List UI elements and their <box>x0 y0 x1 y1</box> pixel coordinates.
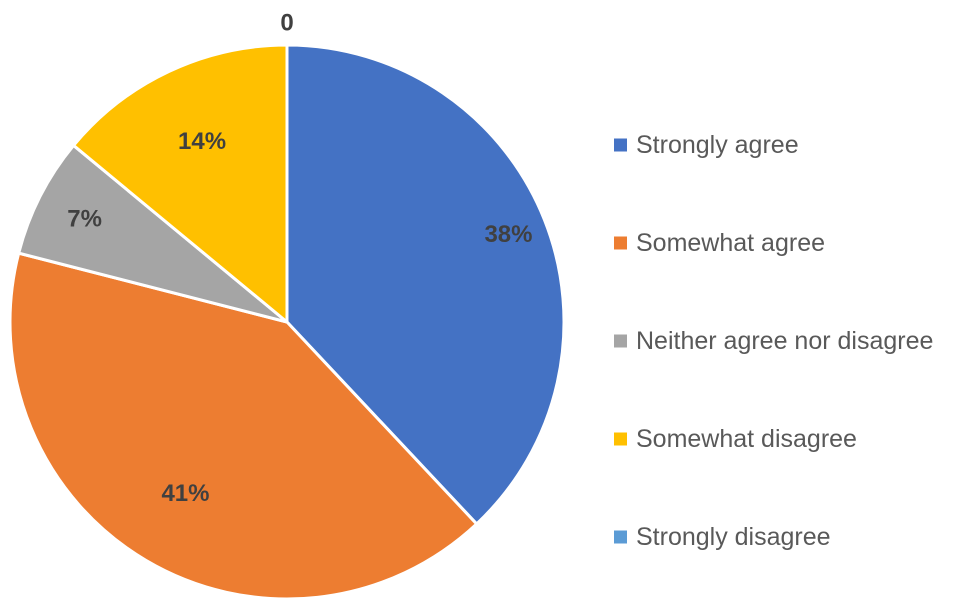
legend: Strongly agree Somewhat agree Neither agre… <box>614 131 933 551</box>
legend-label-strongly-agree: Strongly agree <box>636 131 799 159</box>
pie-slice-neither-agree-nor-disagree <box>17 143 289 324</box>
data-label-somewhat-disagree: 14% <box>178 128 226 155</box>
data-label-neither-agree-nor-disagree: 7% <box>67 205 102 232</box>
data-labels: 38% 41% 7% 14% 0 <box>67 9 532 507</box>
legend-swatch-neither-agree-nor-disagree <box>614 334 627 348</box>
pie-slices <box>8 43 566 599</box>
legend-label-strongly-disagree: Strongly disagree <box>636 523 831 551</box>
data-label-strongly-agree: 38% <box>484 221 532 248</box>
pie-slice-strongly-agree <box>285 43 566 526</box>
legend-swatch-strongly-disagree <box>614 530 627 544</box>
legend-swatch-somewhat-disagree <box>614 432 627 446</box>
pie-slice-somewhat-disagree <box>72 43 289 324</box>
data-label-strongly-disagree: 0 <box>280 9 293 36</box>
legend-label-somewhat-agree: Somewhat agree <box>636 229 825 257</box>
legend-label-neither-agree-nor-disagree: Neither agree nor disagree <box>636 327 933 355</box>
legend-label-somewhat-disagree: Somewhat disagree <box>636 425 857 453</box>
legend-swatch-strongly-agree <box>614 138 627 152</box>
pie-slice-somewhat-agree <box>8 251 479 599</box>
legend-swatch-somewhat-agree <box>614 236 627 250</box>
data-label-somewhat-agree: 41% <box>161 480 209 507</box>
